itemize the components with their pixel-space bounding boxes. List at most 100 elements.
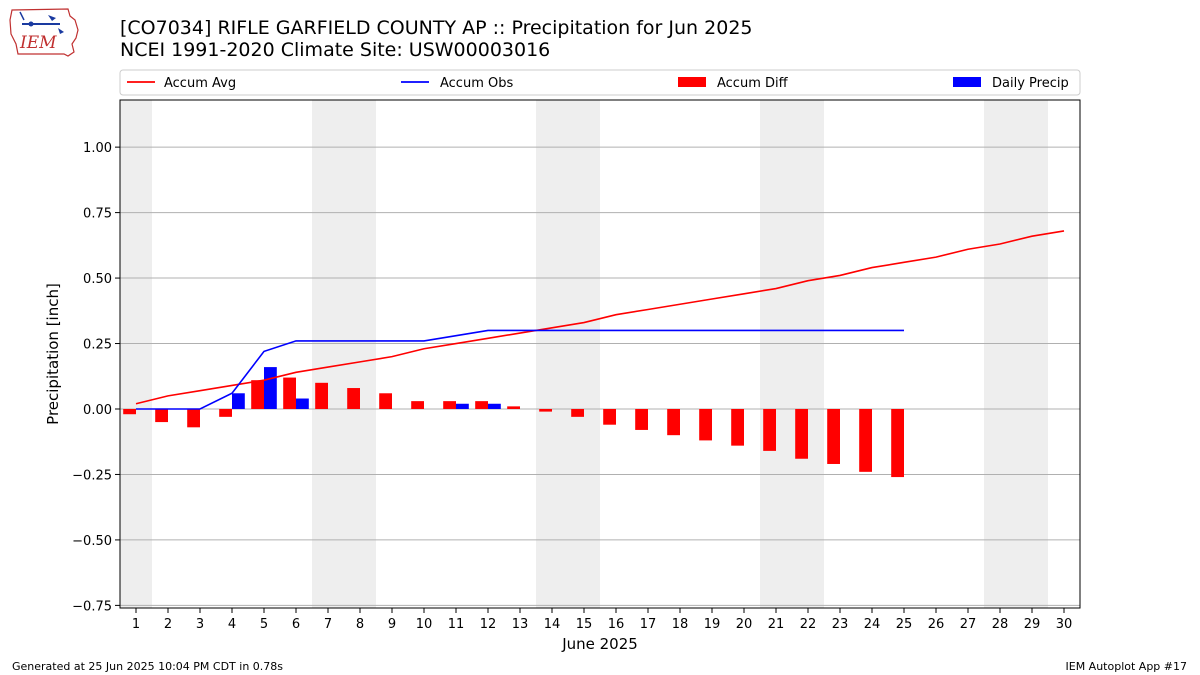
accum-diff-bar-6 [283, 377, 296, 409]
x-tick-label-22: 22 [800, 617, 817, 632]
x-axis-ticks: 1 2 3 4 5 6 7 8 9 10 11 12 13 14 15 16 17 18 19 20 21 22 23 24 2… [132, 608, 1072, 632]
plot-frame [119, 99, 1081, 609]
series-line-1 [136, 329, 904, 410]
daily-precip-bar-5 [264, 367, 277, 409]
x-tick-label-21: 21 [768, 617, 785, 632]
shade-band-3 [760, 100, 824, 608]
iem-logo: IEM [8, 6, 80, 60]
app-credit: IEM Autoplot App #17 [1065, 660, 1188, 673]
x-tick-label-13: 13 [512, 617, 529, 632]
x-tick-label-2: 2 [164, 617, 172, 632]
y-tick-label-0: −0.75 [72, 599, 112, 614]
x-tick-label-16: 16 [608, 617, 625, 632]
x-tick-label-24: 24 [864, 617, 881, 632]
x-tick-label-14: 14 [544, 617, 561, 632]
x-tick-label-15: 15 [576, 617, 593, 632]
accum-diff-bar-21 [763, 408, 776, 451]
chart-title-line1: [CO7034] RIFLE GARFIELD COUNTY AP :: Pre… [120, 17, 753, 39]
legend-swatch-3 [953, 77, 981, 87]
y-tick-label-7: 1.00 [83, 141, 112, 156]
accum-diff-bar-16 [603, 408, 616, 425]
accum-diff-bar-23 [827, 408, 840, 464]
x-tick-label-26: 26 [928, 617, 945, 632]
daily-precip-bar-12 [488, 403, 501, 409]
legend-label-3: Daily Precip [992, 76, 1069, 91]
accum-diff-bar-12 [475, 401, 488, 409]
accum-diff-bar-18 [667, 408, 680, 436]
accum-diff-bar-25 [891, 408, 904, 478]
x-tick-label-29: 29 [1024, 617, 1041, 632]
y-axis-label: Precipitation [inch] [44, 283, 62, 425]
legend-label-1: Accum Obs [440, 76, 513, 91]
accum-diff-bar-10 [411, 401, 424, 409]
x-tick-label-28: 28 [992, 617, 1009, 632]
x-tick-label-17: 17 [640, 617, 657, 632]
legend-label-2: Accum Diff [717, 76, 789, 91]
y-axis-ticks: −0.75 −0.50 −0.25 0.00 0.25 0.50 0.75 1.00 [72, 141, 120, 614]
accum-diff-bar-19 [699, 408, 712, 441]
accum-diff-bar-4 [219, 408, 232, 417]
y-tick-label-3: 0.00 [83, 403, 112, 418]
x-tick-label-30: 30 [1056, 617, 1073, 632]
accum-diff-bar-15 [571, 408, 584, 417]
accum-diff-bar-20 [731, 408, 744, 446]
weekend-shading [120, 100, 1048, 608]
x-tick-label-1: 1 [132, 617, 140, 632]
y-tick-label-2: −0.25 [72, 468, 112, 483]
generated-timestamp: Generated at 25 Jun 2025 10:04 PM CDT in… [12, 660, 284, 673]
daily-precip-bar-11 [456, 403, 469, 409]
accum-diff-bar-9 [379, 393, 392, 409]
accum-diff-bar-13 [507, 406, 520, 409]
x-tick-label-11: 11 [448, 617, 465, 632]
logo-text: IEM [19, 33, 57, 53]
legend-box [119, 69, 1081, 96]
line-series [135, 230, 1065, 410]
accum-diff-bar-17 [635, 408, 648, 430]
accum-diff-bar-24 [859, 408, 872, 472]
accum-diff-bar-1 [123, 408, 136, 415]
series-line-0 [135, 230, 1065, 405]
legend-swatch-2 [678, 77, 706, 87]
gridlines [120, 146, 1080, 606]
x-tick-label-7: 7 [324, 617, 332, 632]
shade-band-1 [312, 100, 376, 608]
x-tick-label-23: 23 [832, 617, 849, 632]
x-tick-label-20: 20 [736, 617, 753, 632]
accum-diff-bar-5 [251, 380, 264, 409]
shade-band-4 [984, 100, 1048, 608]
shade-band-0 [120, 100, 152, 608]
x-tick-label-8: 8 [356, 617, 364, 632]
accum-diff-bar-3 [187, 408, 200, 428]
accum-diff-bar-11 [443, 401, 456, 409]
accum-diff-bar-22 [795, 408, 808, 459]
legend-label-0: Accum Avg [164, 76, 236, 91]
x-tick-label-19: 19 [704, 617, 721, 632]
legend: Accum Avg Accum Obs Accum Diff Daily Precip [119, 69, 1081, 96]
chart-title-line2: NCEI 1991-2020 Climate Site: USW00003016 [120, 39, 551, 61]
chart-title: [CO7034] RIFLE GARFIELD COUNTY AP :: Pre… [120, 17, 753, 61]
x-tick-label-10: 10 [416, 617, 433, 632]
x-tick-label-4: 4 [228, 617, 236, 632]
x-axis-label: June 2025 [561, 635, 638, 653]
x-tick-label-6: 6 [292, 617, 300, 632]
shade-band-2 [536, 100, 600, 608]
y-tick-label-1: −0.50 [72, 534, 112, 549]
accum-diff-bar-2 [155, 408, 168, 423]
x-tick-label-5: 5 [260, 617, 268, 632]
accum-diff-bar-14 [539, 408, 552, 412]
x-tick-label-3: 3 [196, 617, 204, 632]
bar-series [123, 367, 904, 478]
x-tick-label-9: 9 [388, 617, 396, 632]
y-tick-label-5: 0.50 [83, 272, 112, 287]
x-tick-label-25: 25 [896, 617, 913, 632]
x-tick-label-27: 27 [960, 617, 977, 632]
accum-diff-bar-7 [315, 382, 328, 409]
daily-precip-bar-4 [232, 393, 245, 409]
y-tick-label-6: 0.75 [83, 207, 112, 222]
daily-precip-bar-6 [296, 398, 309, 409]
accum-diff-bar-8 [347, 388, 360, 409]
y-tick-label-4: 0.25 [83, 338, 112, 353]
iowa-state-outline-icon: IEM [9, 8, 79, 57]
x-tick-label-18: 18 [672, 617, 689, 632]
